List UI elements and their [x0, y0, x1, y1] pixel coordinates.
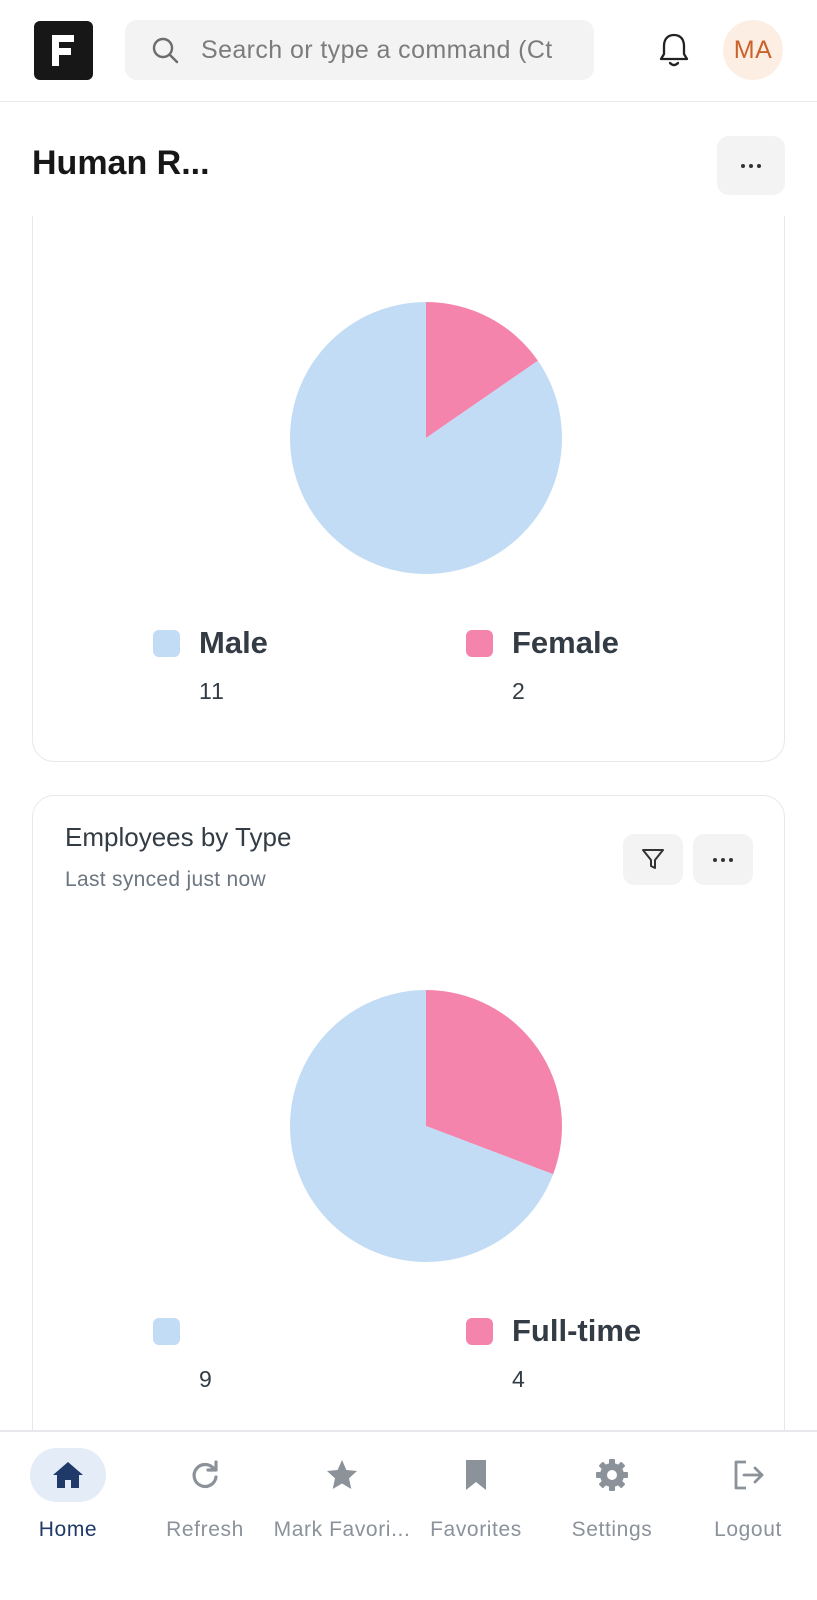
filter-icon: [642, 849, 664, 869]
top-bar: Search or type a command (Ct MA: [0, 0, 817, 102]
card-title: Employees by Type: [65, 822, 292, 852]
logout-icon: [710, 1448, 786, 1502]
legend-swatch-female: [466, 630, 493, 657]
card-subtitle: Last synced just now: [65, 868, 266, 891]
nav-settings[interactable]: Settings: [546, 1440, 678, 1560]
legend-swatch-male: [153, 630, 180, 657]
nav-label: Refresh: [166, 1518, 244, 1541]
legend-value: 11: [199, 678, 225, 704]
bookmark-icon: [438, 1448, 514, 1502]
nav-favorites[interactable]: Favorites: [410, 1440, 542, 1560]
nav-mark-favorite[interactable]: Mark Favori...: [272, 1440, 412, 1560]
card-menu-button[interactable]: [693, 834, 753, 885]
pie-slice-full-time[interactable]: [426, 990, 562, 1175]
legend-value: 4: [512, 1366, 526, 1392]
nav-label: Favorites: [430, 1518, 522, 1541]
nav-logout[interactable]: Logout: [682, 1440, 814, 1560]
nav-refresh[interactable]: Refresh: [139, 1440, 271, 1560]
pie-chart-employee-type: [290, 990, 562, 1262]
legend-value: 2: [512, 678, 526, 704]
legend-value: 9: [199, 1366, 213, 1392]
page-menu-button[interactable]: [717, 136, 785, 195]
more-icon: [717, 136, 785, 195]
more-icon: [693, 834, 753, 885]
legend-swatch-blank: [153, 1318, 180, 1345]
bottom-navigation: Home Refresh Mark Favori... Favorites: [0, 1430, 817, 1600]
chart-card-employees-by-type: Employees by Type Last synced just now 9…: [32, 795, 785, 1455]
nav-home[interactable]: Home: [2, 1440, 134, 1560]
search-placeholder: Search or type a command (Ct: [201, 36, 553, 64]
pie-slice-unlabeled[interactable]: [290, 990, 554, 1262]
legend-label: Male: [199, 625, 268, 660]
gear-icon: [574, 1448, 650, 1502]
page-title: Human R...: [32, 144, 210, 182]
legend-label: Full-time: [512, 1313, 642, 1348]
search-icon: [152, 37, 179, 64]
home-icon: [30, 1448, 106, 1502]
legend-swatch-full-time: [466, 1318, 493, 1345]
refresh-icon: [167, 1448, 243, 1502]
star-icon: [304, 1448, 380, 1502]
pie-chart-gender: [290, 302, 562, 574]
app-logo[interactable]: [34, 21, 93, 80]
nav-label: Home: [38, 1518, 98, 1541]
nav-label: Settings: [571, 1518, 653, 1541]
search-input[interactable]: Search or type a command (Ct: [125, 20, 594, 80]
pie-slice-female[interactable]: [426, 302, 538, 438]
filter-button[interactable]: [623, 834, 683, 885]
legend-label: Female: [512, 625, 619, 660]
pie-slice-male[interactable]: [290, 302, 562, 574]
user-avatar[interactable]: MA: [723, 20, 783, 80]
nav-label: Logout: [714, 1518, 782, 1541]
nav-label: Mark Favori...: [273, 1518, 411, 1541]
chart-card-gender: Male 11 Female 2: [32, 216, 785, 762]
notification-bell-icon[interactable]: [656, 30, 692, 70]
